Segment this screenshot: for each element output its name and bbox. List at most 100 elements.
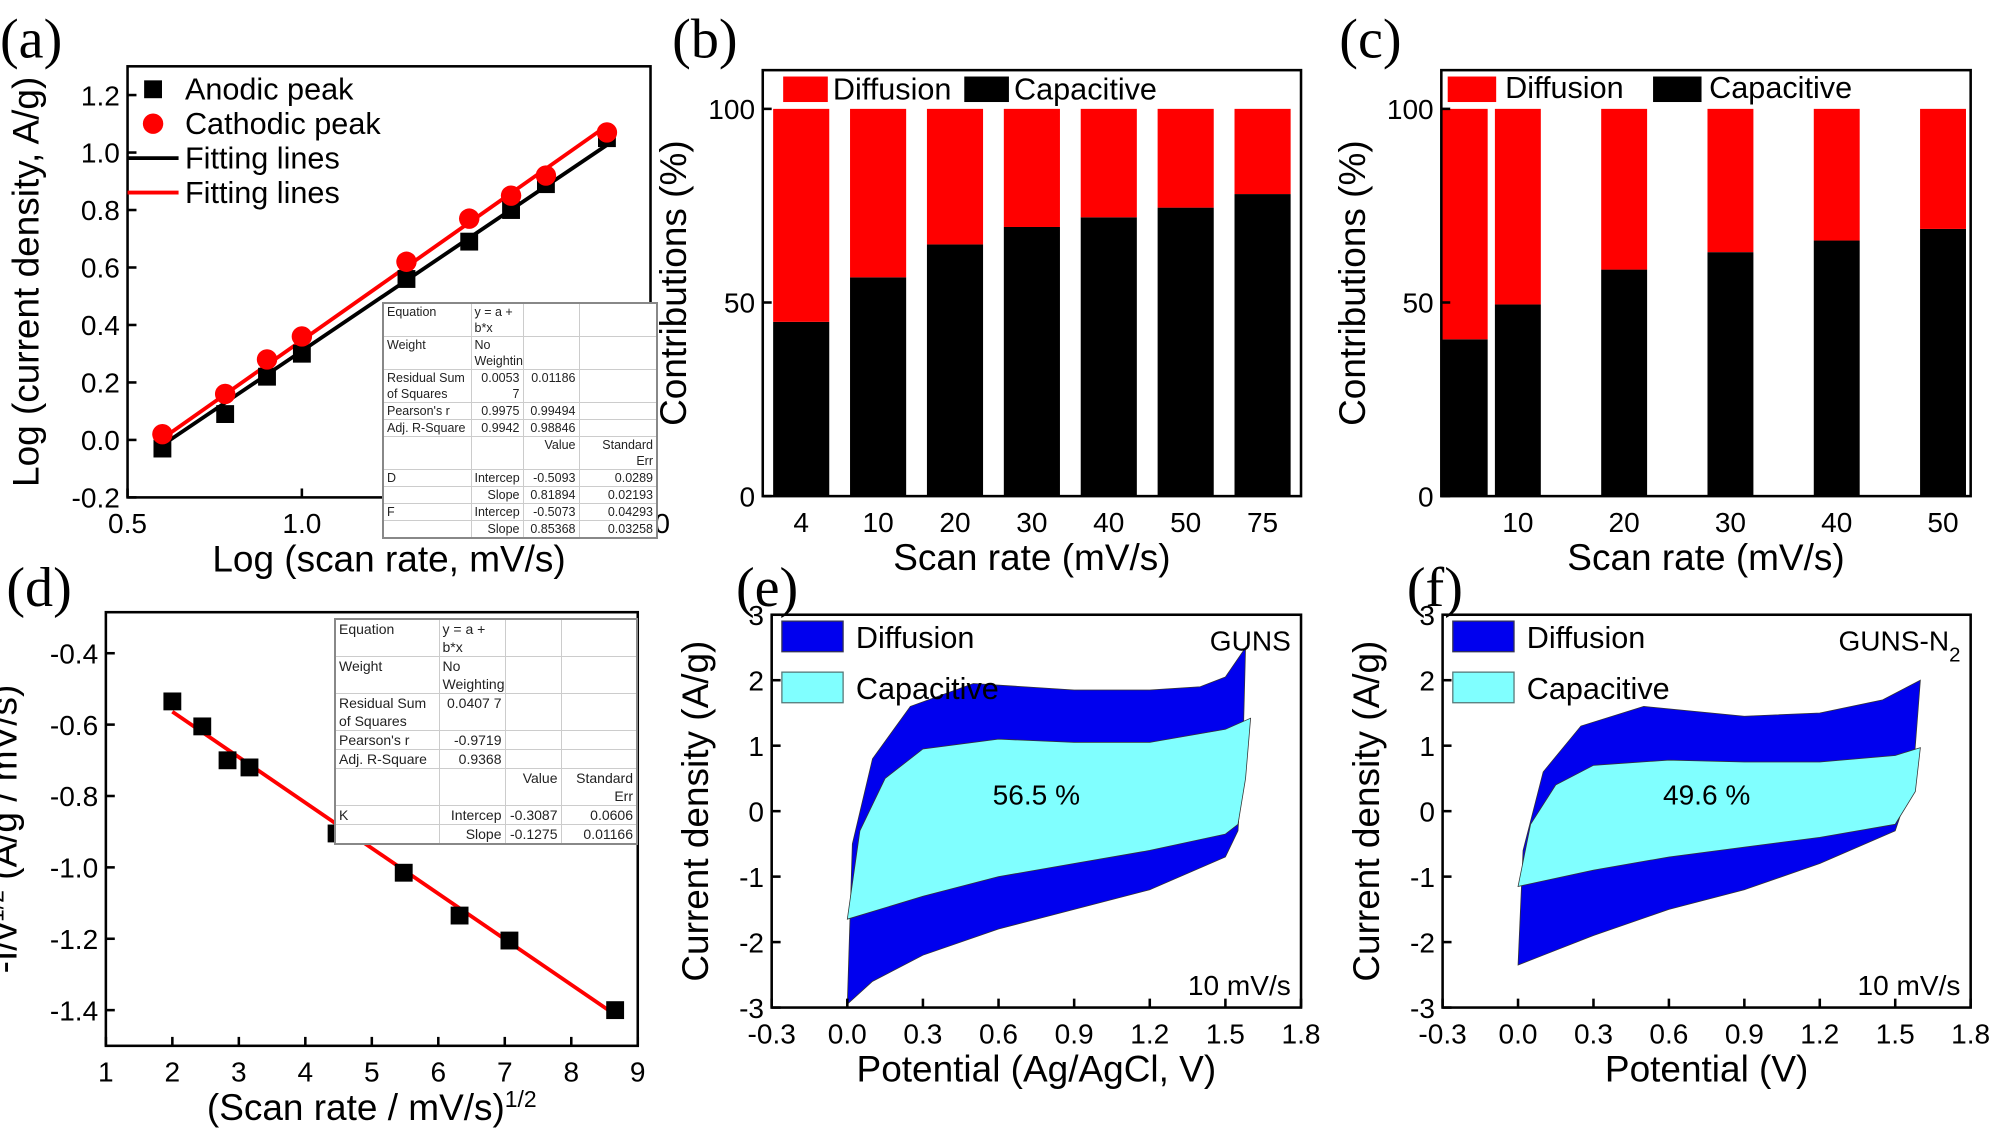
table-cell: Value <box>522 436 580 470</box>
table-cell <box>382 520 472 539</box>
x-tick-label: 4 <box>298 1057 314 1088</box>
panel-label: (c) <box>1339 8 1401 70</box>
x-tick-label: 0.3 <box>1574 1018 1613 1049</box>
table-cell: 0.9368 <box>438 749 506 769</box>
legend-swatch-diffusion <box>1452 620 1515 653</box>
x-axis-title: Scan rate (mV/s) <box>893 537 1170 578</box>
y-axis-title-tail: (A/g / mV/s) <box>0 685 25 890</box>
x-tick-label: 2 <box>165 1057 181 1088</box>
y-tick-label: -3 <box>739 993 764 1024</box>
capacitive-percent-label: 56.5 % <box>993 780 1080 811</box>
y-tick-label: 3 <box>748 600 764 631</box>
data-point <box>394 863 413 882</box>
table-cell: Residual Sum of Squares <box>334 693 440 731</box>
y-tick-label: 1.0 <box>81 138 120 169</box>
table-row: Pearson's r 0.9975 0.99494 <box>382 402 658 420</box>
y-tick-label: 0 <box>748 796 764 827</box>
table-cell: Equation <box>334 618 440 657</box>
table-cell <box>334 824 440 845</box>
y-tick-label: 2 <box>1419 665 1435 696</box>
y-tick-label: -0.6 <box>50 710 98 741</box>
table-cell <box>578 402 658 420</box>
data-point <box>500 931 519 950</box>
scan-rate-label: 10 mV/s <box>1858 970 1961 1001</box>
y-axis-title: -I/v1/2 (A/g / mV/s) <box>0 685 25 974</box>
x-axis-title: (Scan rate / mV/s)1/2 <box>207 1086 537 1128</box>
x-axis-title-sup: 1/2 <box>505 1086 537 1112</box>
y-tick-label: -1.0 <box>50 853 98 884</box>
legend-label: Capacitive <box>1014 72 1157 106</box>
legend-swatch-diffusion <box>783 76 828 103</box>
table-cell: Intercep <box>470 469 524 487</box>
x-tick-label: 1.0 <box>282 508 321 539</box>
x-tick-label: 0.5 <box>108 508 147 539</box>
y-tick-label: -0.2 <box>72 483 120 514</box>
table-cell <box>578 336 658 370</box>
bar-diffusion <box>850 108 907 278</box>
x-tick-label: 0.9 <box>1725 1018 1764 1049</box>
fit-line <box>161 124 609 441</box>
table-cell: 0.99494 <box>522 402 580 420</box>
x-tick-label: 1.2 <box>1800 1018 1839 1049</box>
legend-label: Anodic peak <box>185 72 354 106</box>
table-cell: y = a + b*x <box>470 302 524 337</box>
table-cell: 0.98846 <box>522 419 580 437</box>
table-cell: Slope <box>470 486 524 504</box>
y-tick-label: -1.4 <box>50 995 98 1026</box>
x-tick-label: 8 <box>563 1057 579 1088</box>
x-tick-label: 0.0 <box>1499 1018 1538 1049</box>
sample-label: GUNS <box>1210 625 1291 656</box>
y-axis-title: Current density (A/g) <box>1346 641 1387 982</box>
data-point <box>163 692 182 711</box>
data-point-cathodic <box>291 326 313 347</box>
sample-label-sub: 2 <box>1949 644 1960 666</box>
x-tick-label: 20 <box>1609 507 1640 538</box>
table-cell: Weight <box>334 656 440 694</box>
table-cell: -0.3087 <box>504 805 562 825</box>
table-cell: 0.81894 <box>522 486 580 504</box>
panel-label: (d) <box>6 557 71 619</box>
y-tick-label: -1 <box>739 862 764 893</box>
y-tick-label: -0.8 <box>50 781 98 812</box>
y-tick-label: -1.2 <box>50 924 98 955</box>
table-row: Residual Sum of Squares 0.0053 7 0.01186 <box>382 369 658 403</box>
bar-diffusion <box>1003 108 1060 227</box>
table-cell <box>560 656 638 694</box>
legend-marker-circle <box>142 113 164 134</box>
x-tick-label: -0.3 <box>748 1018 796 1049</box>
sample-label: GUNS-N2 <box>1838 625 1960 666</box>
legend-swatch-capacitive <box>781 671 844 704</box>
data-point-cathodic <box>459 208 480 229</box>
table-cell: Slope <box>470 520 524 539</box>
table-cell: -0.5073 <box>522 503 580 521</box>
data-point-cathodic <box>596 122 618 143</box>
table-row: D Intercep -0.5093 0.0289 <box>382 469 658 487</box>
area-capacitive <box>846 717 1252 920</box>
y-tick-label: 100 <box>708 94 755 125</box>
x-tick-label: 40 <box>1821 507 1852 538</box>
data-point-anodic <box>153 439 172 458</box>
table-cell: Adj. R-Square <box>334 749 440 769</box>
table-cell <box>504 656 562 694</box>
x-tick-label: 0.6 <box>979 1018 1018 1049</box>
table-cell: No Weighting <box>438 656 506 694</box>
table-cell: Intercep <box>470 503 524 521</box>
bar-capacitive <box>1813 240 1860 497</box>
y-tick-label: 0.0 <box>81 425 120 456</box>
bar-capacitive <box>1003 226 1060 497</box>
table-cell: Pearson's r <box>334 730 440 750</box>
table-cell: Pearson's r <box>382 402 472 420</box>
table-cell: Value <box>504 768 562 806</box>
table-cell <box>560 693 638 731</box>
legend-swatch-diffusion <box>781 620 844 653</box>
table-row: Equation y = a + b*x <box>382 302 658 337</box>
table-row: K Intercep -0.3087 0.0606 <box>334 805 638 825</box>
y-tick-label: 1.2 <box>81 80 120 111</box>
y-tick-label: -2 <box>739 927 764 958</box>
x-axis-title: Log (scan rate, mV/s) <box>212 538 565 579</box>
table-cell: 0.01186 <box>522 369 580 403</box>
legend-label: Capacitive <box>1709 71 1852 105</box>
x-axis-title: Potential (V) <box>1605 1049 1808 1090</box>
panel-label: (a) <box>0 8 62 70</box>
